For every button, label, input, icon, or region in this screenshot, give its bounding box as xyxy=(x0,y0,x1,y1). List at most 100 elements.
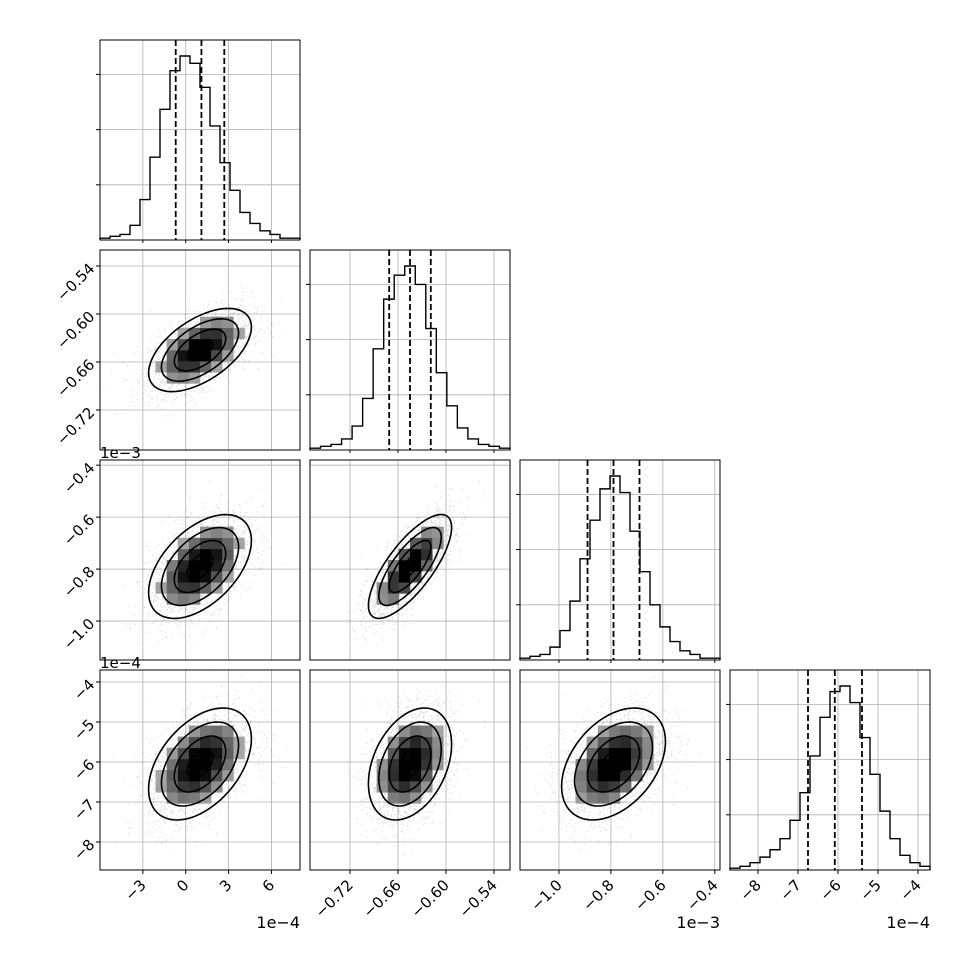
density-cell xyxy=(432,526,444,539)
density-cell xyxy=(177,758,190,771)
contour-line xyxy=(186,552,214,581)
histogram-step xyxy=(309,265,511,450)
density-cell xyxy=(200,338,212,351)
density-cell xyxy=(166,781,179,793)
density-cell xyxy=(421,736,433,749)
density-cell xyxy=(410,758,422,771)
y-tick-label: −0.54 xyxy=(53,260,98,305)
x-offset-label: 1e−3 xyxy=(676,913,720,932)
density-cell xyxy=(222,526,234,539)
contour-line xyxy=(186,749,214,779)
scatter-panel-1-0: −0.72−0.66−0.60−0.54 xyxy=(53,249,301,451)
y-tick-label: −0.8 xyxy=(60,563,98,601)
contour-line xyxy=(388,735,432,793)
panel-content xyxy=(100,670,300,870)
density-cell xyxy=(166,582,179,594)
density-cell xyxy=(586,758,599,771)
density-cell xyxy=(421,725,433,737)
density-cell xyxy=(387,593,400,605)
density-cell xyxy=(575,758,587,771)
density-cell xyxy=(188,571,201,583)
density-cell xyxy=(166,560,179,572)
panel-frame xyxy=(99,249,301,451)
density-cell xyxy=(421,537,433,550)
density-cell xyxy=(387,571,400,583)
density-cell xyxy=(188,327,201,340)
density-cell xyxy=(200,582,212,594)
contour-line xyxy=(186,338,214,362)
density-cell xyxy=(177,582,190,594)
contour-line xyxy=(573,721,654,807)
density-cell xyxy=(586,792,599,804)
density-cell xyxy=(200,560,212,572)
density-cell xyxy=(597,747,610,760)
histogram-step xyxy=(99,55,301,240)
contour-line xyxy=(388,539,432,594)
density-cell xyxy=(387,758,400,771)
x-tick-label: −3 xyxy=(121,876,149,904)
y-offset-label: 1e−4 xyxy=(100,654,141,672)
x-tick-label: −0.54 xyxy=(456,876,501,921)
x-tick-label: −7 xyxy=(776,876,804,904)
density-cell xyxy=(432,736,444,749)
density-cell xyxy=(166,361,179,373)
panel-frame xyxy=(519,459,721,661)
density-cell xyxy=(177,361,190,373)
contour-line xyxy=(560,707,667,821)
density-cell xyxy=(222,736,234,749)
x-axis-1: −0.72 −0.66 −0.60 −0.54 xyxy=(312,870,501,921)
density-cell xyxy=(620,736,632,749)
density-cell xyxy=(222,560,234,572)
x-tick-label: 3 xyxy=(216,876,235,895)
panel-content xyxy=(520,670,720,870)
contour-line xyxy=(377,721,443,807)
y-offset-label: 1e−3 xyxy=(100,444,141,462)
density-cell xyxy=(410,736,422,749)
density-cell xyxy=(211,548,223,561)
density-cell xyxy=(608,792,621,804)
y-tick-label: −0.4 xyxy=(60,459,98,497)
panel-frame xyxy=(309,249,511,451)
density-cell xyxy=(376,593,389,605)
density-cell xyxy=(398,770,411,782)
contour-line xyxy=(147,513,253,620)
density-cell xyxy=(166,593,179,605)
density-cell xyxy=(188,593,201,605)
density-cell xyxy=(200,747,212,760)
density-cell xyxy=(410,770,422,782)
x-tick-label: −1.0 xyxy=(527,876,565,914)
scatter-panel-2-1 xyxy=(309,459,511,661)
x-tick-label: −6 xyxy=(816,876,844,904)
density-cell xyxy=(398,736,411,749)
density-cell xyxy=(188,725,201,737)
panel-frame xyxy=(99,669,301,871)
density-cell xyxy=(608,725,621,737)
density-cell xyxy=(642,747,654,760)
panel-content xyxy=(310,460,510,660)
density-cell xyxy=(166,747,179,760)
panel-background xyxy=(520,460,720,660)
density-cell xyxy=(188,582,201,594)
density-cell xyxy=(421,770,433,782)
density-cell xyxy=(166,372,179,384)
density-cell xyxy=(597,758,610,771)
contour-line xyxy=(599,749,628,779)
contour-line xyxy=(377,526,443,607)
density-cell xyxy=(188,758,201,771)
density-cell xyxy=(166,571,179,583)
y-tick-label: −0.60 xyxy=(53,308,98,353)
density-cell xyxy=(188,537,201,550)
density-cell xyxy=(211,747,223,760)
density-cell xyxy=(233,747,245,760)
density-cell xyxy=(620,781,632,793)
panel-frame xyxy=(99,459,301,661)
density-cell xyxy=(597,736,610,749)
density-cell xyxy=(376,770,389,782)
density-cell xyxy=(620,725,632,737)
density-cell xyxy=(177,593,190,605)
density-cell xyxy=(398,747,411,760)
density-cell xyxy=(188,548,201,561)
panel-frame xyxy=(99,39,301,241)
x-tick-label: −4 xyxy=(896,876,924,904)
x-tick-label: 0 xyxy=(173,876,192,895)
